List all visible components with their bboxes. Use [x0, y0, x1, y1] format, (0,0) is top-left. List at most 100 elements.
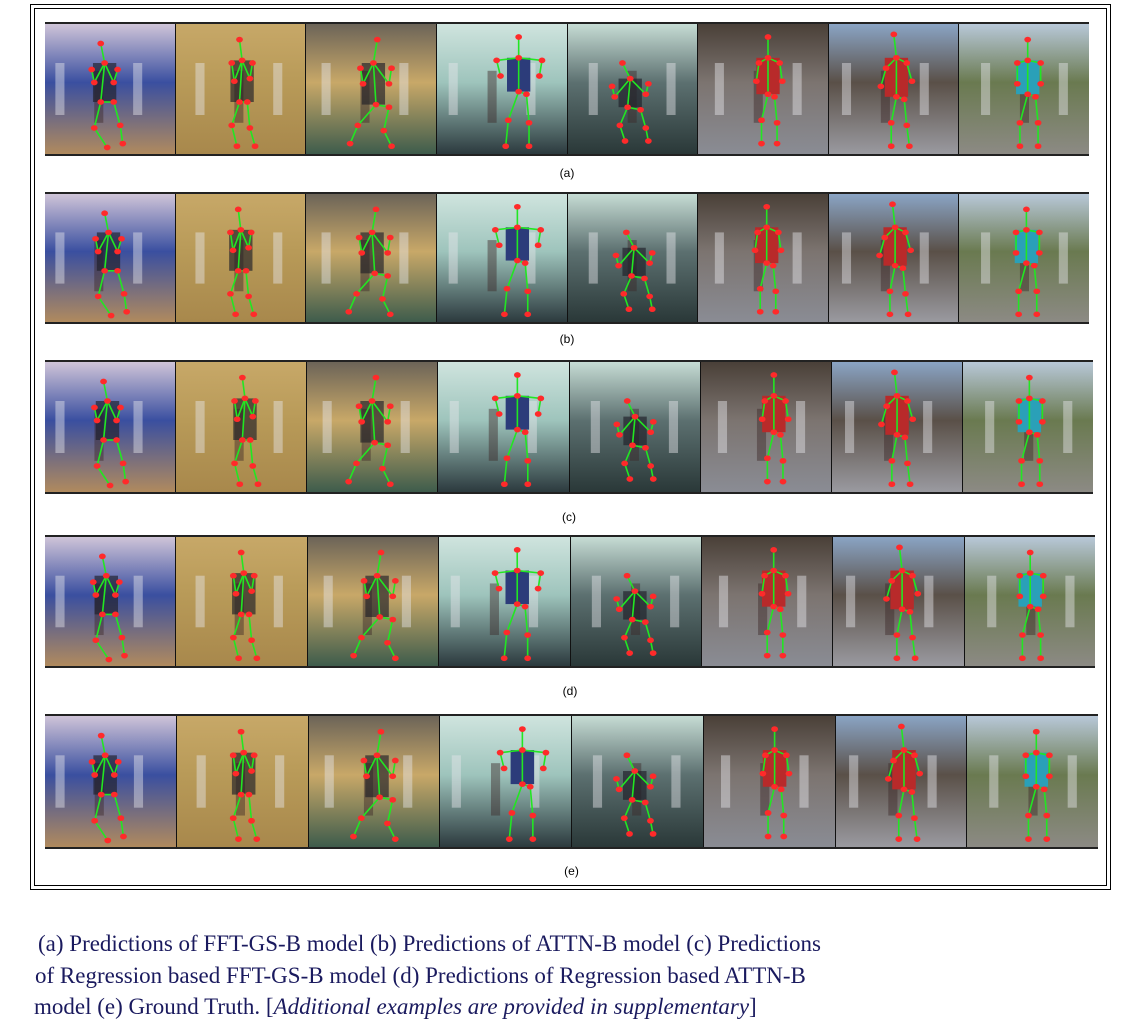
skeleton-joint — [763, 224, 771, 231]
skeleton-bone — [107, 401, 116, 421]
skeleton-joint — [905, 143, 913, 150]
skeleton-joint — [513, 567, 521, 574]
skeleton-bone — [387, 800, 392, 824]
skeleton-joint — [1015, 593, 1023, 600]
skeleton-joint — [521, 260, 529, 266]
skeleton-joint — [769, 262, 777, 269]
pose-skeleton-overlay — [841, 31, 929, 150]
skeleton-bone — [235, 401, 238, 419]
skeleton-joint — [772, 308, 780, 315]
skeleton-joint — [758, 590, 766, 597]
background-person — [489, 408, 499, 461]
skeleton-joint — [906, 608, 914, 615]
skeleton-bone — [510, 813, 513, 839]
background-person — [450, 401, 460, 453]
skeleton-bone — [374, 63, 377, 105]
skeleton-joint — [524, 288, 531, 295]
skeleton-joint — [248, 60, 256, 66]
pose-skeleton-overlay — [720, 726, 809, 840]
skeleton-joint — [502, 143, 509, 150]
skeleton-joint — [1023, 206, 1031, 213]
pose-skeleton-overlay — [989, 728, 1078, 843]
row-label-a: (a) — [559, 166, 575, 180]
skeleton-joint — [1037, 80, 1045, 87]
skeleton-bone — [95, 795, 102, 821]
pose-skeleton-overlay — [588, 60, 676, 144]
skeleton-bone — [624, 445, 632, 463]
skeleton-bone — [366, 755, 376, 776]
skeleton-joint — [226, 291, 234, 297]
skeleton-joint — [113, 417, 120, 424]
skeleton-joint — [770, 747, 778, 753]
skeleton-joint — [538, 57, 546, 64]
background-person — [590, 401, 600, 453]
skeleton-joint — [881, 234, 888, 241]
skeleton-joint — [101, 752, 109, 759]
skeleton-joint — [630, 244, 637, 251]
skeleton-joint — [753, 78, 760, 85]
skeleton-bone — [239, 60, 242, 102]
skeleton-bone — [504, 632, 507, 658]
skeleton-joint — [907, 247, 914, 254]
skeleton-bone — [894, 372, 897, 395]
skeleton-bone — [241, 732, 244, 753]
pose-skeleton-overlay — [841, 201, 929, 318]
skeleton-bone — [903, 268, 906, 294]
skeleton-joint — [628, 616, 636, 623]
skeleton-joint — [253, 655, 261, 662]
skeleton-joint — [1018, 655, 1026, 662]
skeleton-joint — [1033, 728, 1040, 735]
skeleton-joint — [524, 632, 532, 638]
skeleton-joint — [105, 656, 113, 663]
skeleton-joint — [1025, 395, 1033, 402]
skeleton-joint — [900, 786, 907, 793]
skeleton-joint — [388, 143, 396, 150]
skeleton-bone — [910, 612, 913, 638]
skeleton-joint — [119, 460, 127, 467]
skeleton-joint — [391, 836, 399, 843]
skeleton-joint — [882, 65, 890, 72]
skeleton-joint — [625, 650, 633, 656]
skeleton-joint — [231, 398, 239, 404]
skeleton-bone — [1035, 266, 1038, 292]
skeleton-bone — [504, 289, 507, 315]
background-person — [717, 401, 727, 453]
pose-frame-field-crowd — [959, 194, 1089, 322]
skeleton-bone — [246, 271, 249, 297]
skeleton-bone — [1038, 609, 1041, 635]
pose-skeleton-overlay — [984, 374, 1073, 488]
skeleton-bone — [525, 263, 528, 291]
skeleton-joint — [385, 104, 393, 111]
skeleton-joint — [1043, 836, 1051, 843]
skeleton-bone — [233, 230, 241, 250]
skeleton-bone — [361, 617, 379, 638]
skeleton-bone — [785, 401, 788, 419]
skeleton-joint — [901, 434, 909, 441]
skeleton-bone — [508, 92, 518, 121]
pose-frame-volleyball-court — [307, 362, 439, 492]
pose-frame-gym-crouch — [570, 537, 702, 666]
skeleton-joint — [628, 796, 636, 803]
skeleton-joint — [226, 229, 234, 236]
skeleton-bone — [247, 102, 250, 128]
skeleton-joint — [94, 248, 102, 255]
pose-frame-volleyball-court — [308, 716, 441, 847]
skeleton-bone — [236, 753, 244, 774]
skeleton-bone — [349, 463, 357, 481]
skeleton-joint — [649, 773, 657, 780]
skeleton-joint — [773, 119, 781, 126]
pose-frame-volleyball-court — [307, 537, 440, 666]
skeleton-joint — [644, 80, 652, 87]
skeleton-bone — [1029, 787, 1037, 816]
skeleton-joint — [779, 632, 787, 638]
skeleton-joint — [612, 596, 620, 602]
background-person — [919, 63, 929, 115]
skeleton-joint — [759, 770, 766, 777]
skeleton-joint — [780, 812, 787, 819]
skeleton-bone — [914, 818, 917, 839]
skeleton-joint — [230, 78, 238, 85]
skeleton-bone — [1019, 263, 1027, 291]
skeleton-joint — [97, 791, 105, 798]
pose-frame-gym-crouch — [572, 716, 704, 847]
pose-skeleton-overlay — [717, 372, 805, 485]
